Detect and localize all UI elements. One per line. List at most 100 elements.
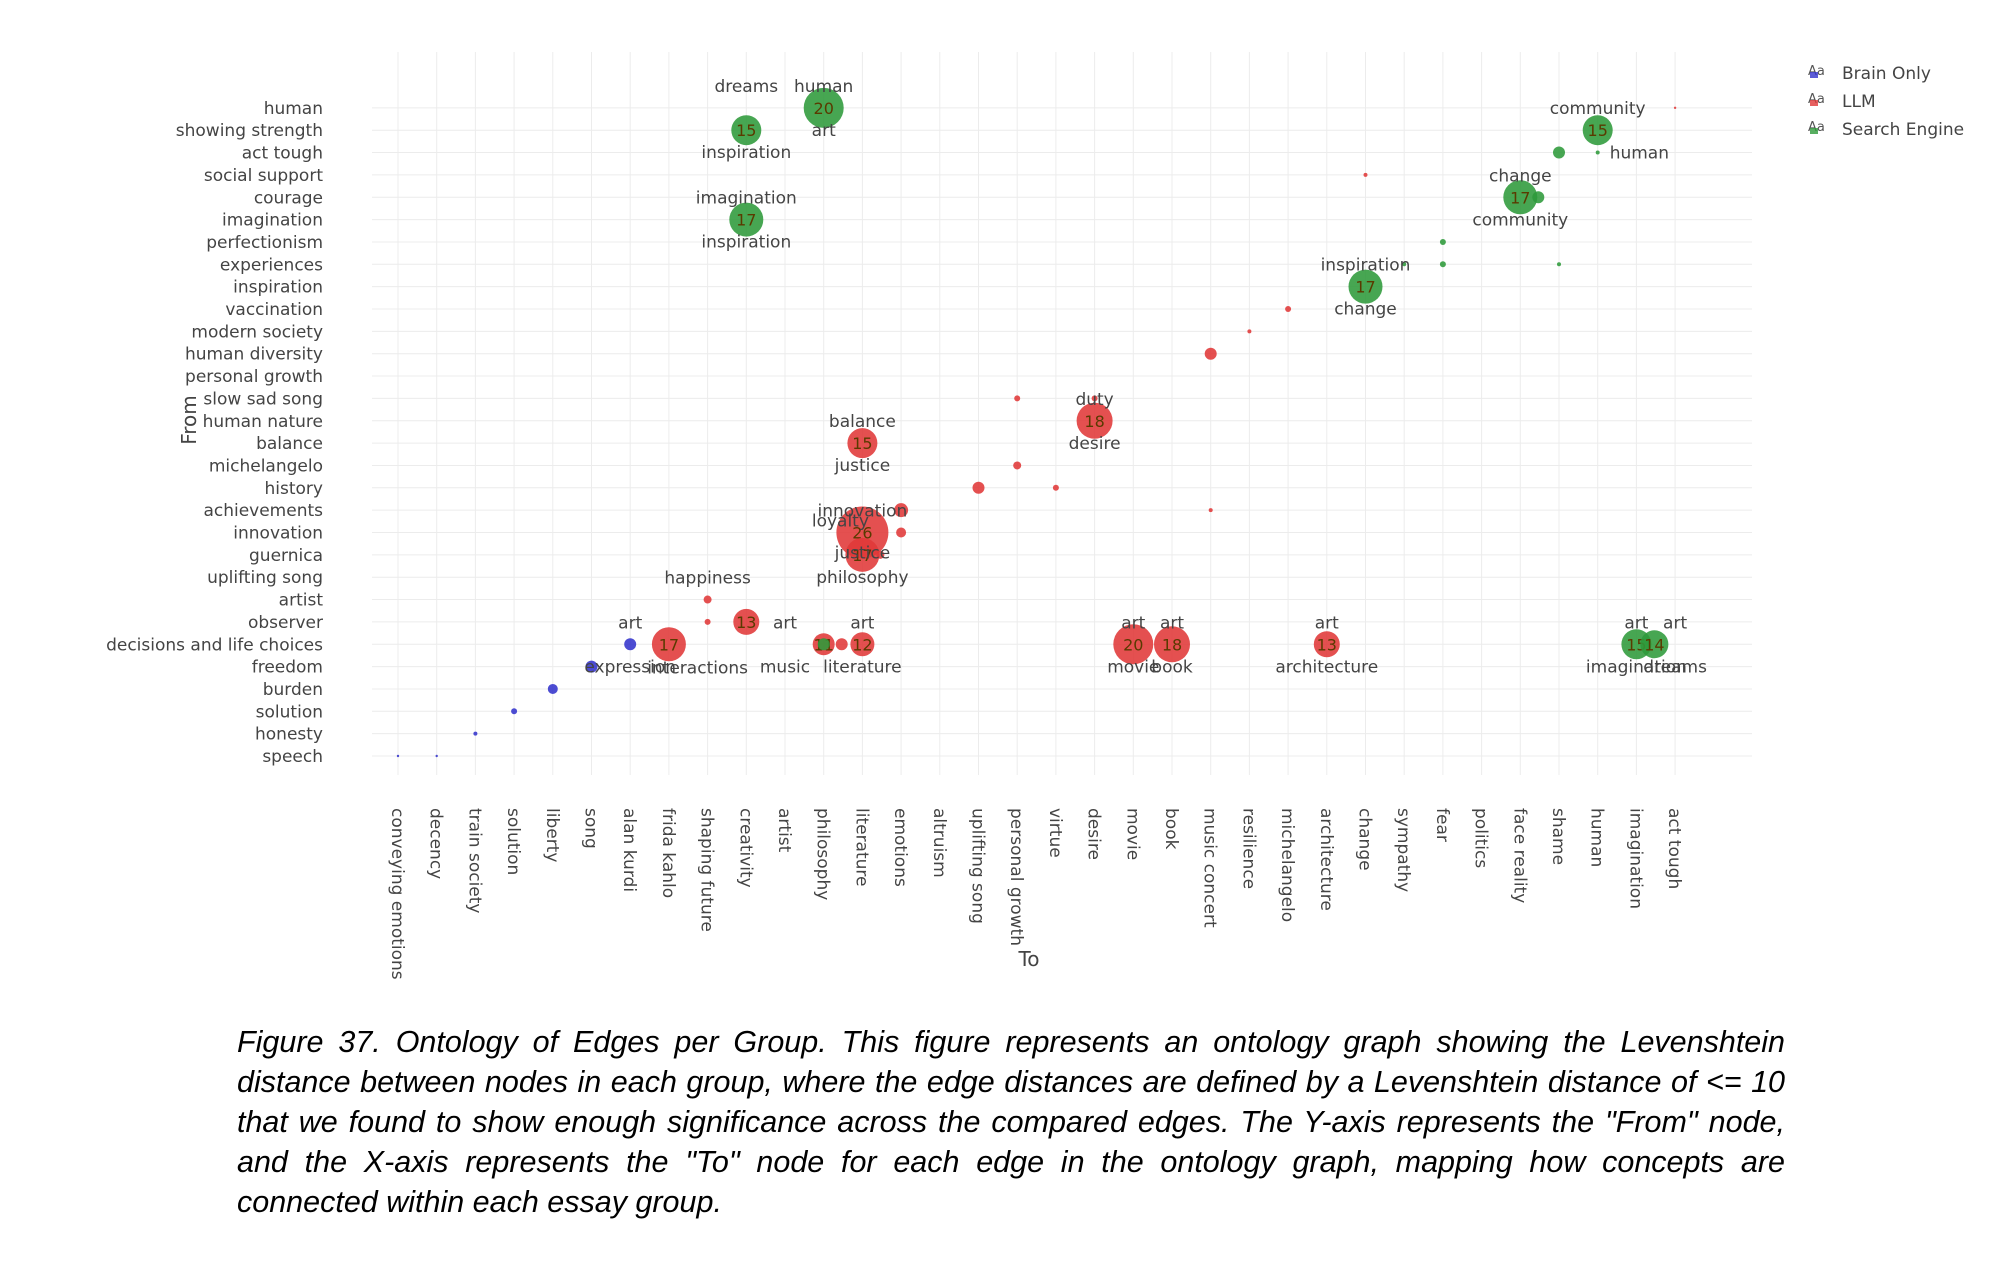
point-annotation: movie <box>1107 657 1159 677</box>
legend-entry: LLM <box>1842 92 1876 112</box>
data-point <box>624 638 637 651</box>
y-tick-label: decisions and life choices <box>106 635 323 655</box>
data-points: 26202018181717171717151515151413131211 <box>396 87 1677 758</box>
data-point <box>1439 238 1446 245</box>
x-tick-label: liberty <box>542 808 562 862</box>
x-tick-label: personal growth <box>1006 808 1026 946</box>
y-tick-label: freedom <box>252 658 323 678</box>
data-point <box>896 527 907 538</box>
data-point <box>1113 624 1154 665</box>
data-label: 17 <box>852 546 872 565</box>
y-tick-label: inspiration <box>233 278 323 298</box>
legend-entry: Brain Only <box>1842 64 1931 84</box>
x-tick-label: train society <box>464 808 484 914</box>
point-annotation: philosophy <box>816 568 908 588</box>
x-tick-label: artist <box>774 808 794 853</box>
data-point <box>651 627 686 662</box>
legend-swatch <box>1810 72 1818 78</box>
data-label: 17 <box>659 635 679 654</box>
x-tick-label: imagination <box>1625 808 1645 909</box>
data-point <box>1204 347 1217 360</box>
data-label: 20 <box>1123 635 1143 654</box>
x-tick-label: face reality <box>1509 808 1529 903</box>
x-tick-label: song <box>581 808 601 849</box>
data-point <box>845 537 880 572</box>
point-annotation: art <box>1663 613 1687 633</box>
x-tick-label: uplifting song <box>968 808 988 924</box>
data-label: 17 <box>736 211 756 230</box>
y-tick-label: human nature <box>203 412 323 432</box>
data-point <box>511 708 518 715</box>
y-tick-label: achievements <box>203 501 323 521</box>
data-point <box>1208 508 1213 513</box>
data-label: 20 <box>814 99 834 118</box>
y-tick-label: slow sad song <box>203 389 323 409</box>
data-label: 12 <box>852 635 872 654</box>
data-point <box>972 481 985 494</box>
point-annotation: justice <box>834 544 891 564</box>
y-tick-label: showing strength <box>176 121 323 141</box>
x-tick-label: politics <box>1471 808 1491 868</box>
point-annotation: dreams <box>714 77 778 97</box>
data-point <box>803 87 844 128</box>
point-annotation: dreams <box>1643 657 1707 677</box>
point-annotation: architecture <box>1275 657 1378 677</box>
y-tick-label: guernica <box>249 546 323 566</box>
legend-swatch <box>1810 100 1818 106</box>
data-point <box>1640 630 1669 659</box>
data-point <box>1363 172 1368 177</box>
data-point <box>1532 191 1545 204</box>
x-tick-label: human <box>1587 808 1607 867</box>
point-annotation: innovation <box>818 502 908 522</box>
x-axis-title: To <box>1017 947 1039 971</box>
y-tick-label: solution <box>256 702 323 722</box>
data-point <box>396 754 400 758</box>
y-tick-label: balance <box>256 434 323 454</box>
data-point <box>894 503 909 518</box>
x-tick-label: resilience <box>1238 808 1258 889</box>
point-annotation: inspiration <box>701 143 791 163</box>
data-point <box>1553 146 1565 159</box>
data-label: 15 <box>852 434 872 453</box>
data-point <box>1439 261 1446 268</box>
data-label: 17 <box>1510 188 1530 207</box>
data-label: 17 <box>1355 278 1375 297</box>
data-label: 15 <box>1588 121 1608 140</box>
point-annotation: happiness <box>664 569 751 589</box>
x-tick-labels: conveying emotions decency train society so… <box>387 808 1684 980</box>
data-point <box>1014 395 1021 402</box>
x-tick-label: altruism <box>929 808 949 878</box>
data-label: 18 <box>1162 635 1182 654</box>
point-annotation: loyalty <box>812 512 869 532</box>
data-label: 14 <box>1644 635 1664 654</box>
point-annotation: art <box>850 613 874 633</box>
y-tick-label: history <box>265 479 323 499</box>
data-point <box>847 428 878 459</box>
y-tick-label: perfectionism <box>206 233 323 253</box>
data-point <box>1285 306 1292 312</box>
y-tick-label: act tough <box>242 144 323 164</box>
y-tick-label: courage <box>254 188 323 208</box>
point-annotation: book <box>1151 657 1193 677</box>
point-annotation: inspiration <box>701 233 791 253</box>
x-tick-label: desire <box>1084 808 1104 860</box>
point-annotation: expression <box>584 657 676 677</box>
data-point <box>1154 626 1190 663</box>
point-annotation: imagination <box>1586 657 1687 677</box>
y-tick-label: speech <box>262 747 323 767</box>
point-annotation: inspiration <box>1321 256 1411 276</box>
point-annotation: imagination <box>696 189 797 209</box>
point-annotation: art <box>1121 613 1145 633</box>
point-annotation: human <box>794 77 853 97</box>
data-label: 18 <box>1084 412 1104 431</box>
data-point <box>704 618 711 625</box>
x-tick-label: virtue <box>1045 808 1065 858</box>
data-label: 26 <box>852 524 872 543</box>
y-tick-label: imagination <box>222 211 323 231</box>
x-tick-label: fear <box>1432 808 1452 842</box>
data-point <box>473 731 478 736</box>
point-annotation: community <box>1550 99 1646 119</box>
legend-entry: Search Engine <box>1842 120 1964 140</box>
